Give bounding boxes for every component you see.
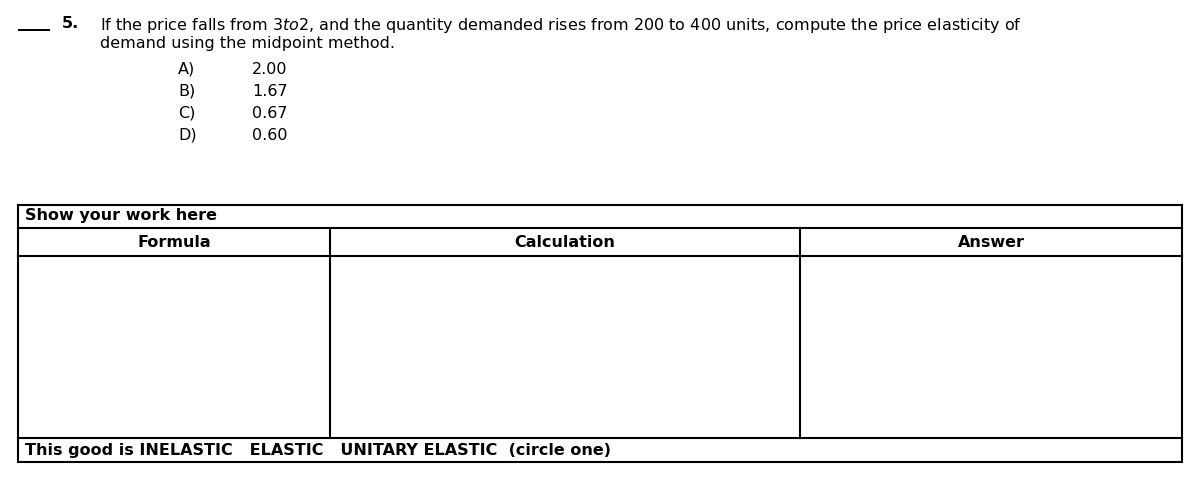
Text: A): A) xyxy=(178,62,196,77)
Text: Answer: Answer xyxy=(958,235,1025,249)
Text: If the price falls from $3 to $2, and the quantity demanded rises from 200 to 40: If the price falls from $3 to $2, and th… xyxy=(100,16,1022,35)
Text: 5.: 5. xyxy=(62,16,79,31)
Text: demand using the midpoint method.: demand using the midpoint method. xyxy=(100,36,395,51)
Text: Calculation: Calculation xyxy=(515,235,616,249)
Text: Formula: Formula xyxy=(137,235,211,249)
Text: 2.00: 2.00 xyxy=(252,62,288,77)
Text: 0.60: 0.60 xyxy=(252,128,288,143)
Text: ____: ____ xyxy=(18,16,50,31)
Text: This good is INELASTIC   ELASTIC   UNITARY ELASTIC  (circle one): This good is INELASTIC ELASTIC UNITARY E… xyxy=(25,442,611,458)
Text: D): D) xyxy=(178,128,197,143)
Text: 0.67: 0.67 xyxy=(252,106,288,121)
Text: 1.67: 1.67 xyxy=(252,84,288,99)
Text: Show your work here: Show your work here xyxy=(25,208,217,223)
Text: B): B) xyxy=(178,84,196,99)
Text: C): C) xyxy=(178,106,196,121)
